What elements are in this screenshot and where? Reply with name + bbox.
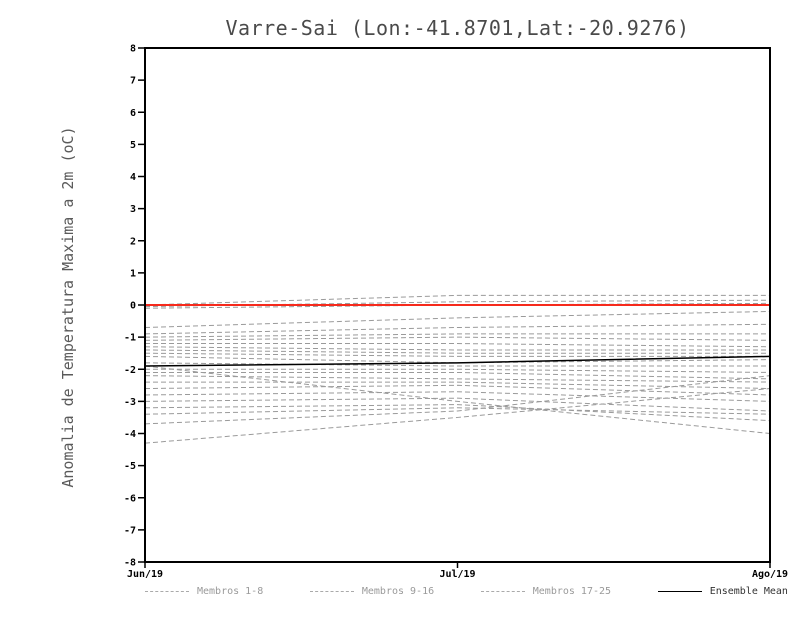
svg-text:-4: -4 — [124, 429, 136, 440]
svg-text:Jun/19: Jun/19 — [127, 569, 163, 580]
svg-text:0: 0 — [130, 301, 136, 312]
svg-text:-2: -2 — [124, 365, 136, 376]
legend-item-label: Membros 17-25 — [532, 586, 612, 597]
svg-text:Jul/19: Jul/19 — [439, 569, 475, 580]
dashed-line-sample-icon — [480, 591, 525, 592]
svg-text:-6: -6 — [124, 493, 136, 504]
dashed-line-sample-icon — [309, 591, 354, 592]
solid-line-sample-icon — [657, 591, 702, 592]
svg-text:2: 2 — [130, 236, 136, 247]
svg-text:-8: -8 — [124, 558, 136, 569]
svg-text:6: 6 — [130, 108, 136, 119]
legend-item-membros-1-8: Membros 1-8 — [145, 586, 263, 597]
legend-item-label: Membros 9-16 — [361, 586, 435, 597]
legend-item-membros-17-25: Membros 17-25 — [480, 586, 612, 597]
legend-item-label: Ensemble Mean — [709, 586, 788, 597]
svg-text:-1: -1 — [124, 333, 136, 344]
legend-item-label: Membros 1-8 — [197, 586, 264, 597]
svg-text:-5: -5 — [124, 461, 136, 472]
legend-item-ensemble-mean: Ensemble Mean — [657, 586, 788, 597]
legend-item-membros-9-16: Membros 9-16 — [309, 586, 435, 597]
dashed-line-sample-icon — [145, 591, 189, 592]
svg-text:1: 1 — [130, 268, 136, 279]
svg-text:Ago/19: Ago/19 — [752, 569, 788, 580]
legend: Membros 1-8 Membros 9-16 Membros 17-25 E… — [145, 586, 788, 597]
svg-text:4: 4 — [130, 172, 136, 183]
svg-text:-3: -3 — [124, 397, 136, 408]
svg-text:-7: -7 — [124, 525, 136, 536]
chart-title: Varre-Sai (Lon:-41.8701,Lat:-20.9276) — [225, 16, 690, 40]
svg-text:7: 7 — [130, 76, 136, 87]
svg-text:8: 8 — [130, 44, 136, 55]
svg-text:5: 5 — [130, 140, 136, 151]
svg-text:3: 3 — [130, 204, 136, 215]
